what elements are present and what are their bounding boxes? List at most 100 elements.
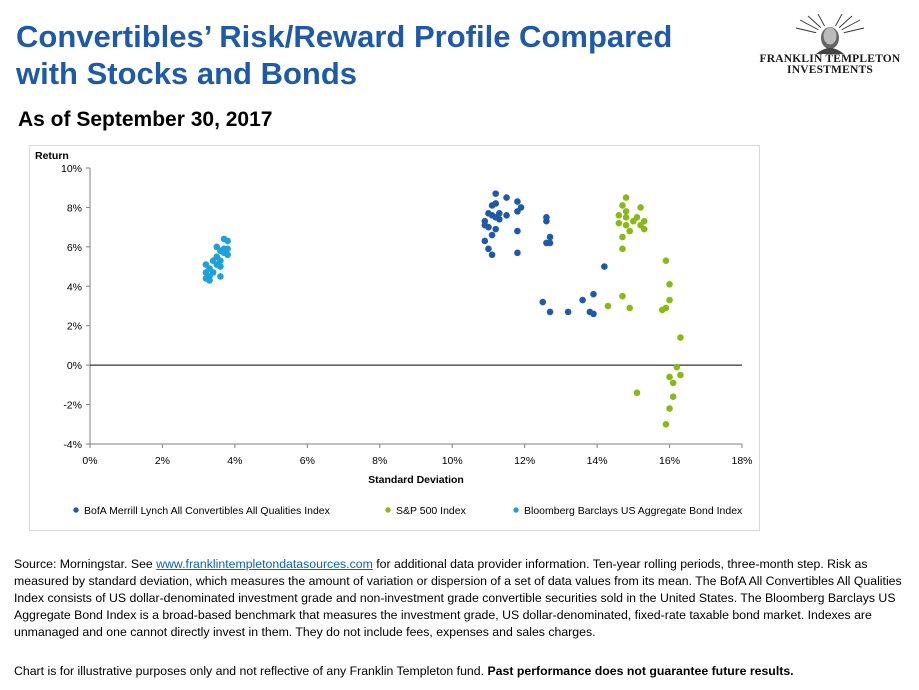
data-point-series-3 [217, 263, 224, 270]
data-point-series-2 [622, 194, 630, 201]
data-point-series-1 [543, 217, 550, 225]
data-point-series-2 [669, 393, 677, 400]
data-point-series-1 [564, 308, 572, 316]
x-tick-label: 4% [227, 455, 242, 467]
legend-marker [513, 507, 519, 513]
y-tick-label: 2% [67, 321, 82, 333]
data-point-series-1 [546, 233, 554, 241]
data-point-series-1 [601, 263, 608, 270]
data-point-series-1 [485, 223, 492, 231]
data-point-series-2 [666, 296, 673, 304]
data-point-series-2 [626, 304, 634, 312]
data-points [202, 190, 684, 428]
data-point-series-2 [630, 217, 637, 225]
data-point-series-2 [622, 213, 630, 221]
franklin-templeton-logo: FRANKLIN TEMPLETON INVESTMENTS [755, 14, 905, 76]
data-point-series-3 [206, 277, 213, 284]
data-point-series-2 [666, 405, 673, 412]
legend-label: Bloomberg Barclays US Aggregate Bond Ind… [524, 505, 743, 517]
data-point-series-2 [633, 389, 641, 397]
data-point-series-2 [615, 212, 623, 219]
data-point-series-2 [619, 245, 626, 253]
data-point-series-1 [590, 310, 597, 318]
data-point-series-1 [488, 231, 496, 239]
data-point-series-1 [488, 202, 496, 209]
scatter-chart: Return -4% -2% 0% 2% 4% 6% 8% 10% 0% 2% 4% 6% 8% 10%… [35, 150, 753, 517]
x-tick-label: 0% [82, 455, 97, 467]
data-point-series-2 [640, 225, 648, 233]
page-title: Convertibles’ Risk/Reward Profile Compar… [16, 19, 673, 91]
data-point-series-1 [539, 298, 547, 306]
data-sources-link[interactable]: www.franklintempletondatasources.com [156, 557, 373, 571]
data-point-series-3 [217, 273, 224, 280]
data-point-series-1 [485, 245, 492, 253]
disclaimer-text: Chart is for illustrative purposes only … [14, 664, 488, 678]
data-point-series-2 [677, 371, 684, 379]
data-point-series-3 [224, 251, 231, 259]
y-tick-label: -4% [63, 439, 82, 451]
data-point-series-1 [543, 239, 550, 247]
data-point-series-2 [619, 292, 626, 300]
y-tick-label: 10% [61, 163, 82, 175]
data-point-series-2 [666, 373, 673, 381]
data-point-series-2 [619, 202, 626, 209]
x-tick-label: 8% [372, 455, 387, 467]
legend-marker [385, 507, 391, 513]
benjamin-franklin-portrait-icon [795, 14, 865, 54]
data-point-series-2 [622, 208, 630, 215]
data-point-series-1 [488, 251, 496, 259]
data-point-series-1 [579, 296, 586, 304]
legend-label: BofA Merrill Lynch All Convertibles All … [84, 505, 331, 517]
data-point-series-1 [514, 249, 521, 257]
data-point-series-2 [677, 334, 684, 341]
source-prefix: Source: Morningstar. See [14, 557, 157, 571]
x-axis-title: Standard Deviation [368, 474, 464, 486]
y-axis-ticks: -4% -2% 0% 2% 4% 6% 8% 10% [61, 163, 90, 451]
data-point-series-1 [492, 190, 499, 197]
logo-subname: INVESTMENTS [787, 64, 873, 76]
x-tick-label: 10% [442, 455, 463, 467]
data-point-series-1 [492, 225, 499, 233]
data-point-series-2 [637, 204, 644, 211]
data-point-series-2 [666, 281, 673, 288]
data-point-series-1 [514, 208, 521, 215]
x-tick-label: 14% [587, 455, 608, 467]
data-point-series-1 [546, 308, 554, 316]
data-point-series-2 [662, 257, 670, 264]
x-tick-label: 2% [155, 455, 170, 467]
x-tick-label: 6% [300, 455, 315, 467]
data-point-series-2 [662, 420, 670, 428]
data-point-series-1 [514, 198, 521, 205]
data-point-series-1 [481, 237, 489, 245]
data-point-series-1 [496, 215, 503, 223]
y-tick-label: -2% [63, 400, 82, 412]
data-point-series-2 [619, 233, 626, 241]
data-point-series-2 [659, 306, 666, 314]
data-point-series-2 [626, 227, 634, 235]
data-point-series-1 [514, 227, 521, 235]
source-body: for additional data provider information… [14, 557, 902, 639]
data-point-series-2 [669, 379, 677, 387]
legend-label: S&P 500 Index [396, 505, 467, 517]
x-tick-label: 18% [731, 455, 752, 467]
data-point-series-1 [503, 194, 510, 201]
disclaimer-bold: Past performance does not guarantee futu… [487, 664, 794, 678]
as-of-date: As of September 30, 2017 [18, 108, 273, 131]
y-tick-label: 0% [67, 360, 82, 372]
data-point-series-2 [604, 302, 612, 310]
data-point-series-3 [224, 237, 231, 245]
disclaimer: Chart is for illustrative purposes only … [14, 663, 909, 680]
legend: BofA Merrill Lynch All Convertibles All … [73, 505, 743, 517]
source-note: Source: Morningstar. See www.franklintem… [14, 556, 909, 641]
data-point-series-1 [590, 290, 597, 298]
x-tick-label: 16% [659, 455, 680, 467]
x-axis-ticks: 0% 2% 4% 6% 8% 10% 12% 14% 16% 18% [82, 444, 753, 467]
data-point-series-2 [615, 219, 623, 227]
x-tick-label: 12% [514, 455, 535, 467]
y-axis-title: Return [35, 150, 69, 162]
y-tick-label: 8% [67, 202, 82, 214]
data-point-series-2 [622, 221, 630, 229]
y-tick-label: 6% [67, 242, 82, 254]
chart-frame [29, 145, 760, 531]
y-tick-label: 4% [67, 281, 82, 293]
